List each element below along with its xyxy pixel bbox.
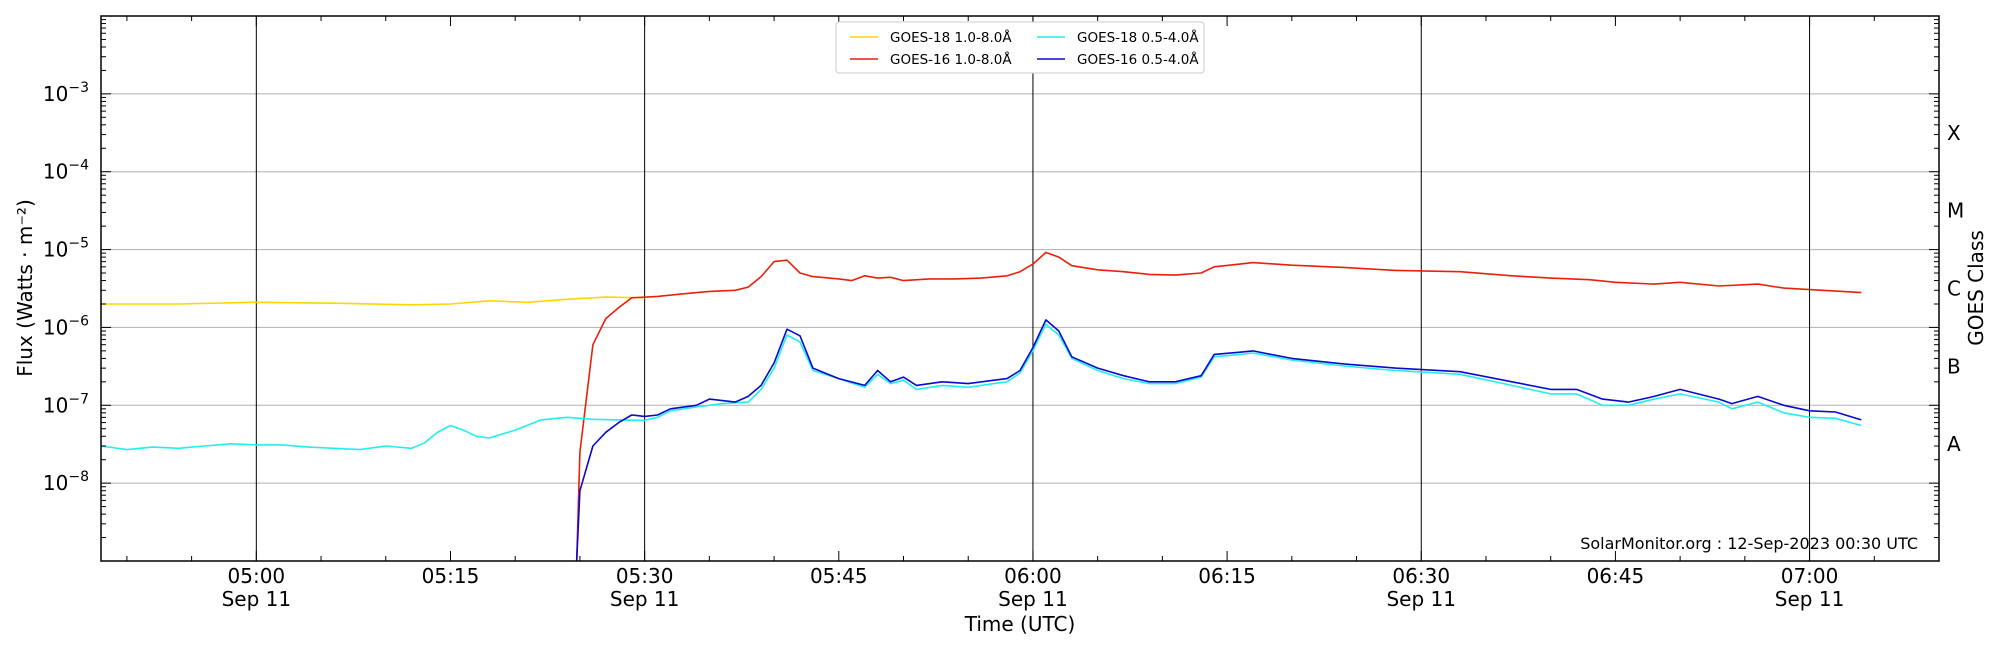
series-line-goes-18-1-0-8-0 (101, 296, 645, 306)
y-axis-title: Flux (Watts · m⁻²) (13, 199, 37, 377)
x-tick-date-label: Sep 11 (222, 587, 292, 611)
x-tick-date-label: Sep 11 (1386, 587, 1456, 611)
y-tick-label: 10−4 (43, 158, 89, 184)
x-axis-title: Time (UTC) (964, 612, 1076, 636)
legend-label: GOES-18 0.5-4.0Å (1077, 29, 1199, 46)
y-tick-label: 10−5 (43, 236, 89, 262)
legend-box (835, 21, 1205, 74)
x-tick-date-label: Sep 11 (1775, 587, 1845, 611)
y-axis-right-title: GOES Class (1964, 230, 1988, 346)
goes-class-label: X (1947, 121, 1961, 145)
goes-class-label: A (1947, 432, 1961, 456)
legend: GOES-18 1.0-8.0Å GOES-16 1.0-8.0Å GOES-18 … (835, 21, 1205, 74)
y-tick-label: 10−3 (43, 80, 89, 106)
x-tick-label: 05:45 (810, 564, 868, 588)
plot-frame (100, 15, 1940, 562)
series-line-goes-16-1-0-8-0 (575, 251, 1862, 562)
credit-text: SolarMonitor.org : 12-Sep-2023 00:30 UTC (1580, 534, 1918, 553)
goes-class-label: M (1947, 199, 1964, 223)
axis-ticks (101, 15, 1940, 562)
series-line-goes-16-0-5-4-0 (575, 319, 1862, 562)
x-tick-label: 05:30 (616, 564, 674, 588)
x-tick-label: 05:15 (422, 564, 480, 588)
x-tick-label: 07:00 (1781, 564, 1839, 588)
legend-label: GOES-16 0.5-4.0Å (1077, 51, 1199, 68)
grid-lines (101, 16, 1939, 561)
x-tick-label: 05:00 (228, 564, 286, 588)
x-tick-date-label: Sep 11 (610, 587, 680, 611)
legend-label: GOES-16 1.0-8.0Å (890, 51, 1012, 68)
x-tick-date-label: Sep 11 (998, 587, 1068, 611)
legend-label: GOES-18 1.0-8.0Å (890, 29, 1012, 46)
x-tick-label: 06:15 (1198, 564, 1256, 588)
y-tick-label: 10−8 (43, 469, 89, 495)
series-line-goes-18-0-5-4-0 (100, 323, 1862, 451)
goes-class-label: B (1947, 354, 1961, 378)
x-tick-label: 06:00 (1004, 564, 1062, 588)
x-tick-label: 06:30 (1392, 564, 1450, 588)
goes-class-label: C (1947, 277, 1961, 301)
x-tick-label: 06:45 (1587, 564, 1645, 588)
y-tick-label: 10−7 (43, 391, 89, 417)
y-tick-label: 10−6 (43, 313, 89, 339)
series-lines (100, 251, 1862, 562)
